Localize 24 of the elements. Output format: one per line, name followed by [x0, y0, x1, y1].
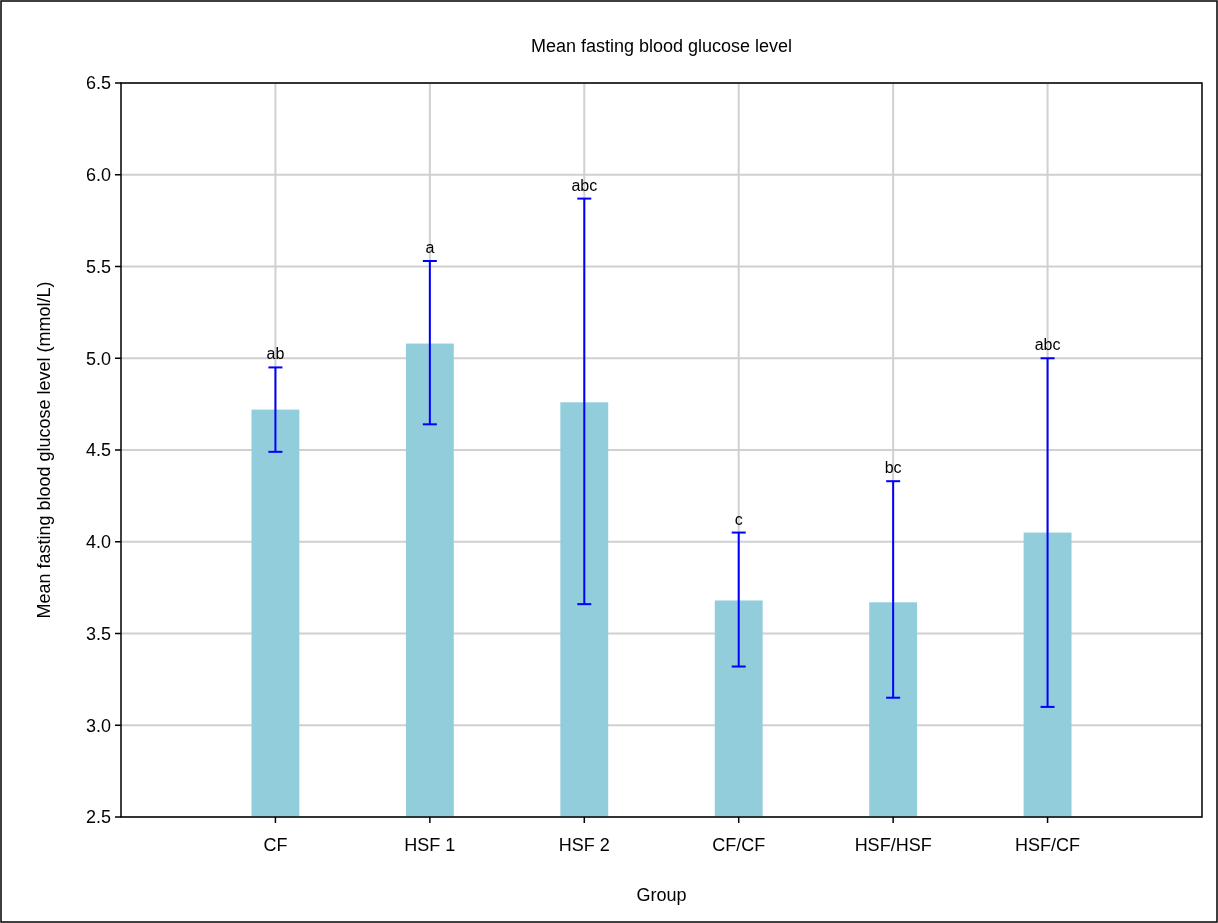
y-tick-label: 3.5: [85, 623, 111, 644]
x-tick-label: CF/CF: [712, 835, 766, 855]
y-tick-label: 5.0: [85, 348, 111, 369]
x-tick-label: HSF/HSF: [854, 835, 932, 855]
chart-title: Mean fasting blood glucose level: [530, 36, 793, 56]
annotation: bc: [884, 459, 902, 477]
annotation: abc: [1034, 336, 1061, 354]
annotation: a: [425, 238, 435, 256]
x-tick-label: HSF/CF: [1015, 835, 1081, 855]
y-tick-label: 6.5: [85, 73, 111, 94]
annotation: c: [734, 510, 743, 528]
y-tick-label: 6.0: [85, 165, 111, 186]
y-tick-label: 4.0: [85, 532, 111, 553]
x-axis-title: Group: [636, 885, 687, 905]
x-tick-label: HSF 2: [558, 835, 610, 855]
x-tick-label: HSF 1: [404, 835, 456, 855]
y-tick-label: 4.5: [85, 440, 111, 461]
y-tick-label: 5.5: [85, 256, 111, 277]
y-tick-label: 2.5: [85, 807, 111, 828]
y-axis-title: Mean fasting blood glucose level (mmol/L): [34, 281, 54, 619]
annotation: ab: [266, 345, 285, 363]
x-tick-label: CF: [263, 835, 288, 855]
annotation: abc: [571, 176, 598, 194]
y-tick-label: 3.0: [85, 715, 111, 736]
